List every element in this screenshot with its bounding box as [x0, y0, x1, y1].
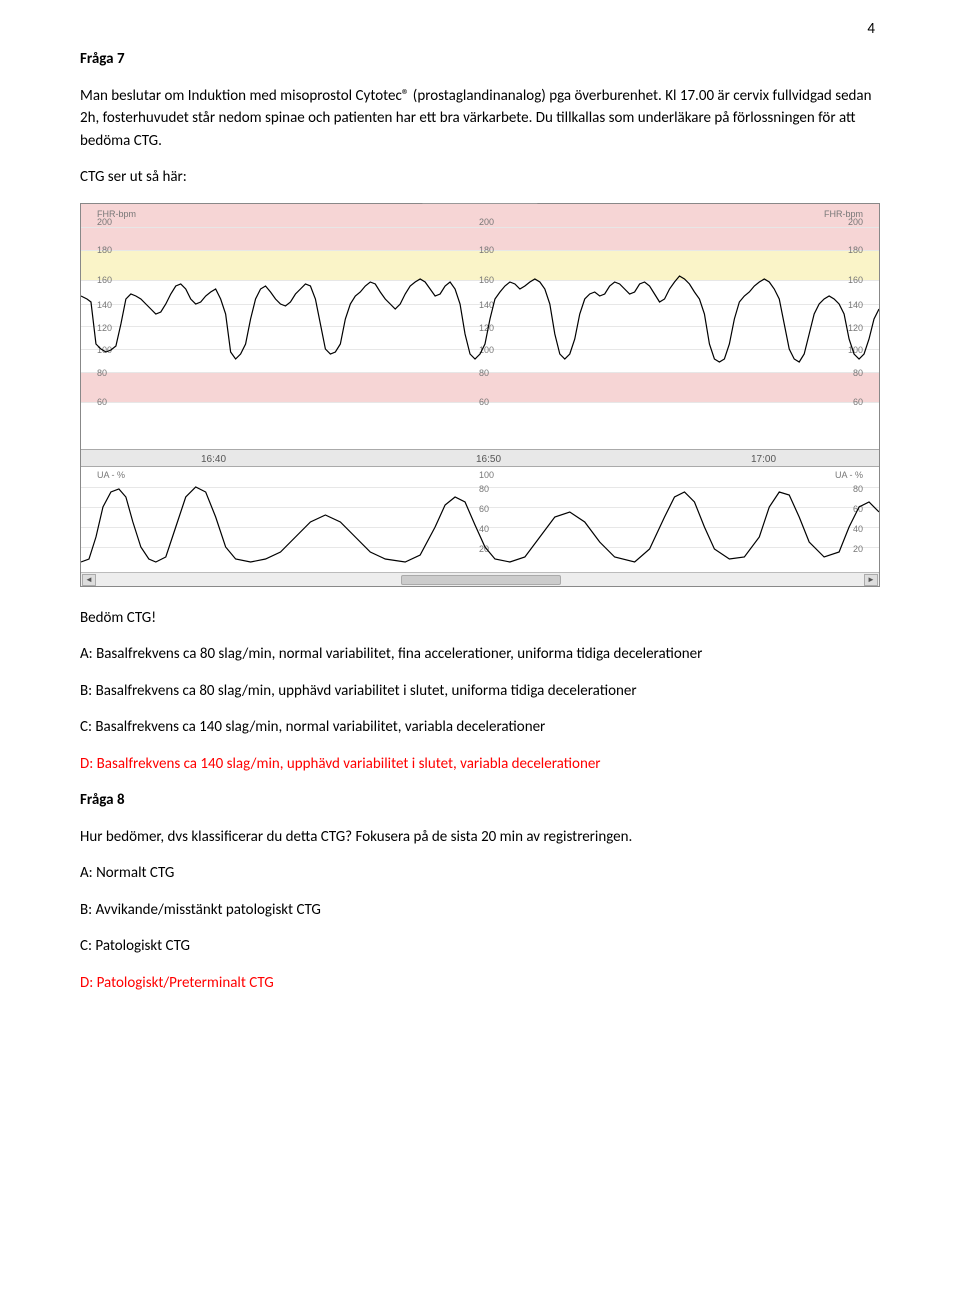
question8-prompt: Hur bedömer, dvs klassificerar du detta …: [80, 826, 880, 849]
bedom-prompt: Bedöm CTG!: [80, 607, 880, 630]
q8-option-a: A: Normalt CTG: [80, 862, 880, 885]
ua-trace: [81, 467, 879, 572]
page-number: 4: [867, 18, 875, 41]
question8-heading: Fråga 8: [80, 789, 880, 812]
q7-option-a: A: Basalfrekvens ca 80 slag/min, normal …: [80, 643, 880, 666]
ctg-fhr-panel: Visa frågor FHR-bpm FHR-bpm 200 180 160 …: [81, 204, 879, 449]
scroll-right-arrow[interactable]: ►: [864, 574, 878, 586]
q8-option-d: D: Patologiskt/Preterminalt CTG: [80, 972, 880, 995]
ctg-time-axis: 16:40 16:50 17:00: [81, 449, 879, 467]
fhr-path: [81, 276, 879, 362]
scroll-left-arrow[interactable]: ◄: [82, 574, 96, 586]
ctg-ua-panel: UA - % UA - % 100 80 60 40 20 80 60 40 2…: [81, 467, 879, 572]
question7-intro: Man beslutar om Induktion med misoprosto…: [80, 85, 880, 153]
fhr-trace: [81, 204, 879, 449]
q7-option-d: D: Basalfrekvens ca 140 slag/min, upphäv…: [80, 753, 880, 776]
ua-path: [81, 487, 879, 562]
q7-option-b: B: Basalfrekvens ca 80 slag/min, upphävd…: [80, 680, 880, 703]
time-tick: 17:00: [751, 452, 776, 467]
time-tick: 16:40: [201, 452, 226, 467]
ctg-scrollbar[interactable]: ◄ ►: [81, 572, 879, 586]
question7-heading: Fråga 7: [80, 48, 880, 71]
ctg-caption: CTG ser ut så här:: [80, 166, 880, 189]
time-tick: 16:50: [476, 452, 501, 467]
ctg-figure: Visa frågor FHR-bpm FHR-bpm 200 180 160 …: [80, 203, 880, 587]
q8-option-c: C: Patologiskt CTG: [80, 935, 880, 958]
q8-option-b: B: Avvikande/misstänkt patologiskt CTG: [80, 899, 880, 922]
q7-option-c: C: Basalfrekvens ca 140 slag/min, normal…: [80, 716, 880, 739]
scroll-thumb[interactable]: [401, 575, 561, 585]
